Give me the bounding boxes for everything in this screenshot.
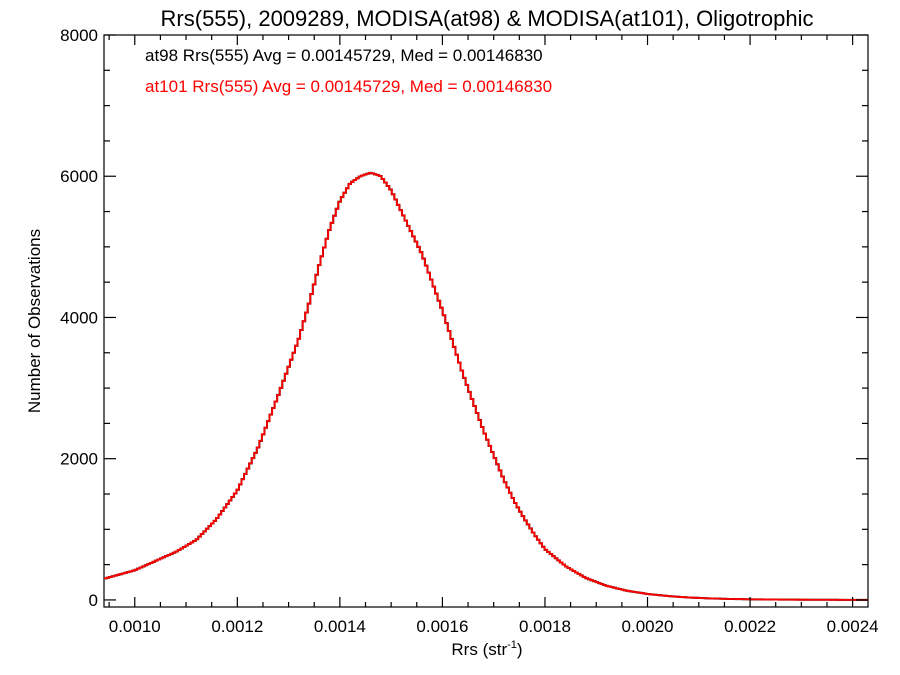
plot-area	[103, 34, 869, 608]
y-tick-label: 8000	[60, 26, 98, 45]
x-axis-label-main: Rrs (str	[451, 640, 507, 659]
axis-ticks: 0.0010 0.0012 0.0014 0.0016 0.0018 0.0020 0.00…	[60, 26, 878, 636]
x-tick-label: 0.0024	[827, 617, 879, 636]
x-tick-label: 0.0020	[622, 617, 674, 636]
x-tick-label: 0.0022	[724, 617, 776, 636]
x-axis-label-sup: -1	[507, 639, 517, 651]
x-tick-label: 0.0018	[519, 617, 571, 636]
histogram-at101	[104, 171, 868, 601]
x-axis-label-close: )	[517, 640, 523, 659]
x-tick-label: 0.0010	[109, 617, 161, 636]
annotation-at98: at98 Rrs(555) Avg = 0.00145729, Med = 0.…	[145, 46, 543, 65]
y-tick-label: 4000	[60, 308, 98, 327]
y-axis-label: Number of Observations	[25, 229, 44, 413]
annotation-at101: at101 Rrs(555) Avg = 0.00145729, Med = 0…	[145, 77, 552, 96]
chart-title: Rrs(555), 2009289, MODISA(at98) & MODISA…	[161, 6, 814, 31]
y-tick-label: 2000	[60, 450, 98, 469]
plot-frame	[103, 34, 869, 608]
series-layer	[104, 171, 868, 601]
x-tick-label: 0.0012	[211, 617, 263, 636]
y-tick-label: 6000	[60, 167, 98, 186]
x-tick-label: 0.0014	[314, 617, 366, 636]
x-axis-label: Rrs (str-1)	[451, 639, 522, 659]
y-tick-label: 0	[89, 591, 98, 610]
x-tick-label: 0.0016	[416, 617, 468, 636]
